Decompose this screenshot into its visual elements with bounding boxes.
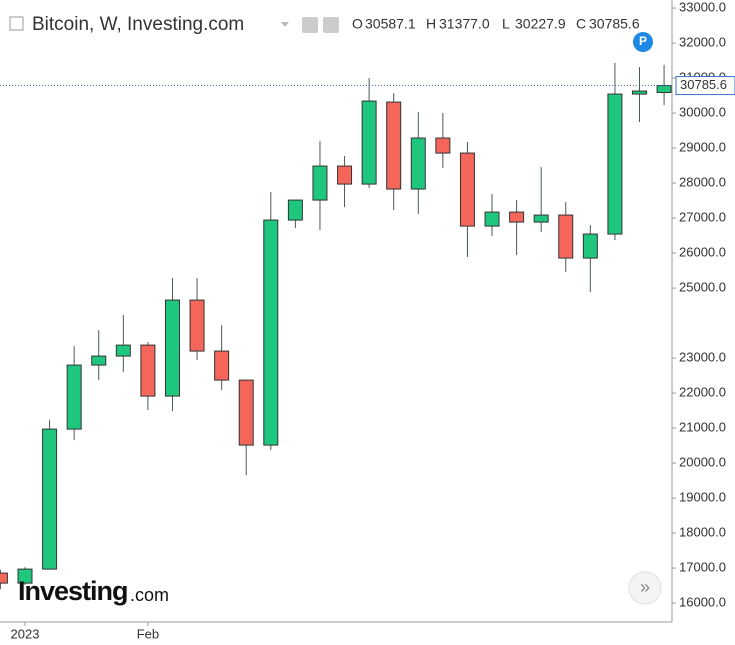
eye-icon[interactable] (302, 17, 318, 33)
scroll-button[interactable]: » (640, 577, 650, 597)
dropdown[interactable] (281, 22, 289, 27)
y-tick-label: 19000.0 (679, 490, 726, 505)
candle-body (656, 85, 672, 94)
candle-body (287, 199, 303, 221)
plot-area (0, 63, 672, 590)
y-tick-label: 20000.0 (679, 455, 726, 470)
scroll-button-bg[interactable] (628, 571, 662, 605)
candle-body (337, 165, 353, 185)
y-tick-label: 17000.0 (679, 560, 726, 575)
candle-body (435, 137, 451, 154)
candle-body (361, 100, 377, 185)
candle-body (386, 101, 402, 190)
settings-icon[interactable] (323, 17, 339, 33)
last-price-label: 30785.6 (680, 77, 727, 92)
last-price-box (675, 76, 735, 96)
candle-body (214, 350, 230, 381)
icon[interactable] (9, 16, 24, 31)
candle-body (632, 90, 647, 95)
candle-body (140, 344, 156, 397)
y-tick-label: 16000.0 (679, 595, 726, 610)
watermark: Investing (18, 576, 128, 606)
candle-body (238, 379, 254, 446)
ohlc-value: 30785.6 (589, 16, 640, 32)
candle-body (484, 211, 500, 227)
y-tick-label: 22000.0 (679, 385, 726, 400)
candle-body (42, 428, 58, 570)
y-tick-label: 32000.0 (679, 34, 726, 49)
y-tick-label: 28000.0 (679, 175, 726, 190)
x-tick-label: 2023 (11, 626, 40, 641)
candle-body (533, 214, 549, 223)
ohlc-value: 30227.9 (515, 16, 566, 32)
ohlc-value: 30587.1 (365, 16, 416, 32)
candle-body (0, 572, 8, 584)
y-tick-label: 26000.0 (679, 245, 726, 260)
candle-body (91, 355, 107, 366)
candle-body (312, 165, 328, 201)
candle-body (115, 344, 131, 357)
candle-body (410, 137, 426, 190)
ohlc-key: C (576, 16, 586, 32)
ohlc-key: L (502, 16, 510, 32)
y-tick-label: 29000.0 (679, 139, 726, 154)
candle-body (66, 364, 82, 430)
candle-body (558, 214, 574, 259)
y-tick-label: 25000.0 (679, 280, 726, 295)
candle-body (263, 219, 279, 446)
ohlc-header: O 30587.1 H 31377.0 L 30227.9 C 30785.6 (352, 16, 640, 32)
y-tick-label: 21000.0 (679, 420, 726, 435)
badge[interactable]: P (639, 34, 647, 48)
candle-body (509, 211, 525, 223)
watermark-suffix: .com (130, 585, 169, 605)
ohlc-key: H (426, 16, 436, 32)
candle-body (607, 93, 623, 235)
y-tick-label: 18000.0 (679, 525, 726, 540)
candle-body (459, 152, 475, 227)
y-tick-label: 23000.0 (679, 350, 726, 365)
candle-body (189, 299, 205, 352)
candle-body (582, 233, 598, 259)
x-tick-label: Feb (137, 626, 159, 641)
candle-body (17, 568, 33, 584)
y-tick-label: 27000.0 (679, 210, 726, 225)
chart-title: Bitcoin, W, Investing.com (32, 14, 244, 35)
candle-body (164, 299, 180, 397)
ohlc-key: O (352, 16, 363, 32)
badge-circle[interactable] (633, 32, 653, 52)
ohlc-value: 31377.0 (439, 16, 490, 32)
y-tick-label: 33000.0 (679, 0, 726, 14)
y-tick-label: 30000.0 (679, 104, 726, 119)
